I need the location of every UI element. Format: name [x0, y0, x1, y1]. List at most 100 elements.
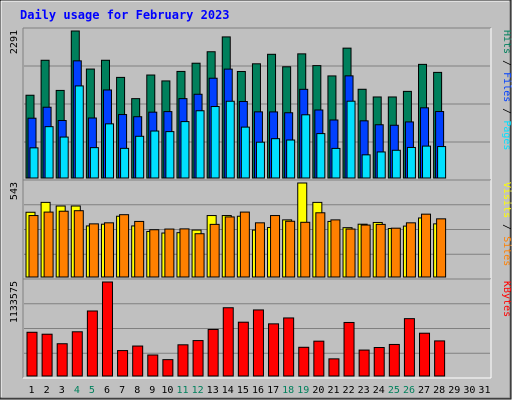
pages-bar	[104, 123, 114, 179]
legend-hits: Hits	[501, 30, 512, 54]
sites-bar	[134, 220, 145, 278]
sites-bar	[345, 228, 356, 278]
pages-bar	[376, 151, 386, 179]
panel-legend: KBytes	[501, 281, 512, 317]
legend-separator: /	[501, 54, 512, 72]
y-max-label: 2291	[9, 30, 20, 54]
x-tick-label: 19	[297, 385, 309, 396]
pages-bar	[210, 106, 220, 179]
legend-sites: Sites	[501, 236, 512, 266]
kbytes-bar	[434, 340, 446, 377]
y-max-label: 543	[9, 182, 20, 200]
x-tick-label: 21	[327, 385, 339, 396]
pages-bar	[165, 131, 175, 179]
kbytes-bar	[26, 331, 38, 377]
sites-bar	[285, 220, 296, 278]
sites-bar	[421, 213, 432, 278]
x-tick-label: 11	[176, 385, 188, 396]
kbytes-bar	[162, 359, 174, 377]
series-pages	[29, 85, 447, 179]
x-tick-label: 20	[312, 385, 324, 396]
kbytes-bar	[373, 347, 385, 377]
sites-bar	[390, 227, 401, 278]
x-tick-label: 22	[343, 385, 355, 396]
kbytes-bar	[192, 340, 204, 377]
kbytes-bar	[283, 317, 295, 377]
sites-bar	[315, 212, 326, 278]
x-tick-label: 13	[207, 385, 219, 396]
series-sites	[28, 210, 447, 278]
sites-bar	[405, 222, 416, 278]
sites-bar	[209, 223, 220, 278]
pages-bar	[391, 149, 401, 179]
x-tick-label: 4	[74, 385, 80, 396]
pages-bar	[240, 126, 250, 179]
kbytes-bar	[268, 323, 280, 377]
pages-bar	[195, 110, 205, 179]
legend-separator: /	[501, 218, 512, 236]
pages-bar	[135, 135, 145, 179]
pages-bar	[316, 133, 326, 179]
x-tick-label: 23	[358, 385, 370, 396]
kbytes-bar	[419, 332, 431, 377]
kbytes-bar	[147, 354, 159, 377]
legend-kbytes: KBytes	[501, 281, 512, 317]
kbytes-bar	[207, 328, 219, 377]
y-max-label: 1133575	[9, 281, 20, 323]
kbytes-bar	[313, 340, 325, 377]
sites-bar	[58, 210, 69, 278]
kbytes-bar	[358, 349, 370, 377]
x-tick-label: 2	[44, 385, 50, 396]
pages-bar	[255, 141, 265, 179]
kbytes-bar	[403, 318, 415, 377]
sites-bar	[179, 228, 190, 278]
sites-bar	[119, 214, 130, 278]
pages-bar	[120, 147, 130, 179]
pages-bar	[29, 147, 39, 179]
pages-bar	[406, 146, 416, 179]
pages-bar	[74, 85, 84, 179]
pages-bar	[59, 136, 69, 179]
x-tick-label: 28	[433, 385, 445, 396]
pages-bar	[346, 100, 356, 179]
sites-bar	[194, 233, 205, 278]
sites-bar	[28, 215, 39, 278]
pages-bar	[301, 114, 311, 179]
x-tick-label: 24	[373, 385, 385, 396]
sites-bar	[73, 210, 84, 278]
kbytes-bar	[101, 281, 113, 377]
panel-1: 2291 Hits / Files / Pages	[9, 27, 512, 181]
sites-bar	[254, 222, 265, 278]
sites-bar	[360, 224, 371, 278]
pages-bar	[225, 100, 235, 179]
kbytes-bar	[343, 321, 355, 377]
x-tick-label: 16	[252, 385, 264, 396]
pages-bar	[271, 138, 281, 179]
kbytes-bar	[252, 309, 264, 377]
x-tick-label: 27	[418, 385, 430, 396]
sites-bar	[164, 228, 175, 278]
x-tick-label: 10	[161, 385, 173, 396]
pages-bar	[150, 130, 160, 179]
x-tick-label: 17	[267, 385, 279, 396]
pages-bar	[331, 147, 341, 179]
legend-separator: /	[501, 102, 512, 120]
chart-panels: 2291 Hits / Files / Pages 543 Visits / Site…	[9, 27, 512, 379]
sites-bar	[149, 229, 160, 278]
x-tick-label: 30	[463, 385, 475, 396]
panel-3: 1133575 KBytes	[9, 278, 512, 379]
x-tick-label: 25	[388, 385, 400, 396]
pages-bar	[361, 154, 371, 179]
panel-2: 543 Visits / Sites	[9, 179, 512, 280]
legend-pages: Pages	[501, 120, 512, 150]
x-tick-label: 8	[134, 385, 140, 396]
pages-bar	[89, 147, 99, 179]
sites-bar	[239, 211, 250, 278]
pages-bar	[437, 146, 447, 179]
x-tick-label: 14	[222, 385, 234, 396]
pages-bar	[180, 121, 190, 179]
sites-bar	[103, 222, 114, 278]
kbytes-bar	[41, 333, 53, 377]
kbytes-bar	[177, 344, 189, 377]
